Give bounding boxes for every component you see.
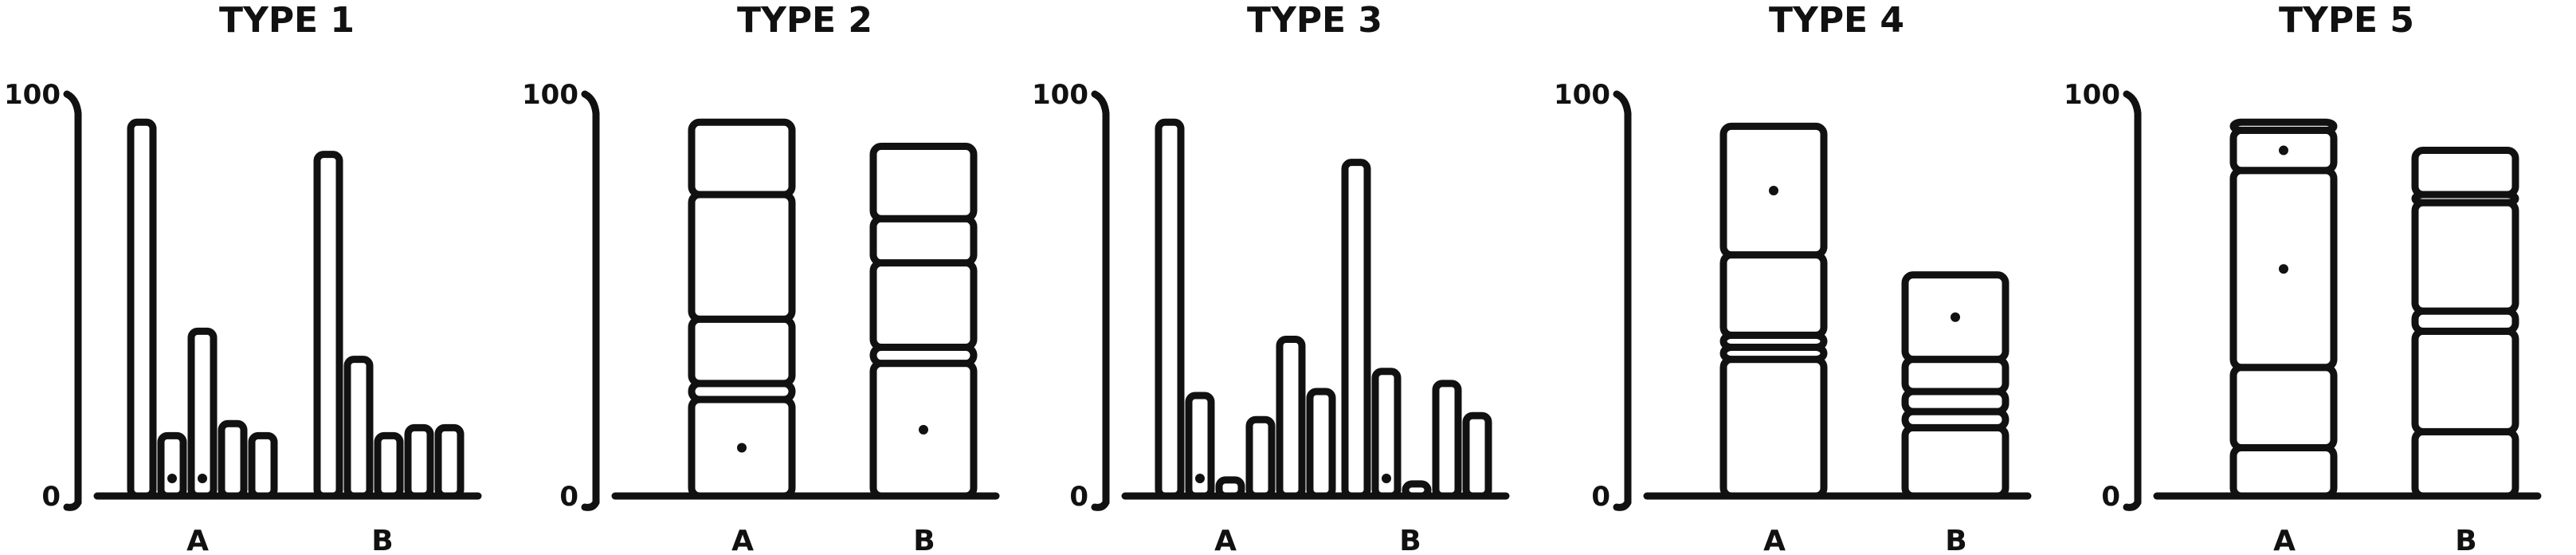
chart-title: TYPE 5 <box>2279 0 2414 41</box>
bar-marker-dot <box>1382 474 1391 483</box>
stack-segment-b-6 <box>2411 147 2519 199</box>
bar-b-5 <box>434 423 465 500</box>
y-tick-label: 0 <box>41 481 61 513</box>
y-axis <box>2123 90 2142 511</box>
y-tick-label: 0 <box>1069 481 1088 513</box>
y-tick-label: 0 <box>1591 481 1610 513</box>
chart-panel-2: TYPE 2 0 100 A B <box>522 0 1000 555</box>
bar-a-1 <box>1155 118 1185 500</box>
y-tick-label: 100 <box>2064 79 2120 111</box>
stack-segment-b-1 <box>2411 427 2519 500</box>
bar-b-5 <box>1462 411 1492 500</box>
stack-segment-b-2 <box>2411 327 2519 435</box>
bar-marker-dot <box>1195 474 1205 483</box>
stack-segment-a-1 <box>2229 444 2338 500</box>
category-label-a: A <box>731 525 754 555</box>
category-label-b: B <box>371 525 393 555</box>
category-label-a: A <box>186 525 209 555</box>
bar-a-6 <box>1306 388 1336 500</box>
chart-panel-5: TYPE 5 0 100 A B <box>2064 0 2542 555</box>
bar-b-3 <box>374 431 404 500</box>
y-tick-label: 100 <box>522 79 578 111</box>
stack-segment-b-4 <box>2411 199 2519 315</box>
stack-segment-a-1 <box>1719 356 1828 500</box>
category-label-b: B <box>913 525 935 555</box>
stack-segment-a-5 <box>688 118 796 199</box>
chart-title: TYPE 2 <box>737 0 872 41</box>
bar-b-4 <box>404 423 434 500</box>
stack-segment-a-2 <box>2229 364 2338 452</box>
chart-panel-3: TYPE 3 0 100 A B <box>1032 0 1510 555</box>
segment-marker-dot <box>737 443 747 453</box>
bar-a-3 <box>187 327 218 500</box>
bar-a-3 <box>1215 476 1245 500</box>
chart-title: TYPE 3 <box>1247 0 1382 41</box>
bar-b-1 <box>1341 159 1371 500</box>
bar-a-2 <box>157 431 187 500</box>
segment-marker-dot <box>2279 145 2288 155</box>
bar-a-5 <box>248 431 278 500</box>
category-label-b: B <box>1399 525 1421 555</box>
bar-b-4 <box>1432 380 1462 500</box>
segment-marker-dot <box>2279 264 2288 274</box>
stack-segment-b-5 <box>869 143 978 222</box>
bar-b-2 <box>343 356 374 500</box>
y-tick-label: 0 <box>559 481 578 513</box>
stack-segment-a-4 <box>688 191 796 323</box>
chart-panel-4: TYPE 4 0 100 A B <box>1554 0 2032 555</box>
segment-marker-dot <box>919 424 928 435</box>
chart-panel-1: TYPE 1 0 100 A B <box>4 0 482 555</box>
category-label-b: B <box>1945 525 1966 555</box>
y-tick-label: 100 <box>1554 79 1610 111</box>
category-label-a: A <box>1214 525 1237 555</box>
stack-segment-a-4 <box>1719 251 1828 339</box>
bar-b-1 <box>313 151 343 500</box>
category-label-b: B <box>2455 525 2476 555</box>
bar-a-4 <box>218 419 248 500</box>
y-tick-label: 100 <box>4 79 61 111</box>
bar-b-3 <box>1402 480 1432 500</box>
bar-a-5 <box>1276 335 1306 500</box>
y-tick-label: 0 <box>2101 481 2120 513</box>
stack-segment-b-4 <box>1901 356 2009 396</box>
bar-a-1 <box>127 118 157 500</box>
y-tick-label: 100 <box>1032 79 1088 111</box>
stack-segment-a-5 <box>2229 118 2338 134</box>
stack-segment-b-4 <box>869 215 978 267</box>
bar-marker-dot <box>167 474 177 483</box>
bar-a-2 <box>1185 392 1215 500</box>
chart-title: TYPE 1 <box>219 0 355 41</box>
segment-marker-dot <box>1769 185 1778 195</box>
segment-marker-dot <box>1951 312 1960 322</box>
bar-marker-dot <box>198 474 207 483</box>
bar-b-2 <box>1371 368 1402 500</box>
stack-segment-a-3 <box>688 315 796 388</box>
y-axis <box>63 90 82 511</box>
y-axis <box>1613 90 1632 511</box>
y-axis <box>581 90 600 511</box>
stack-segment-b-1 <box>1901 423 2009 500</box>
category-label-a: A <box>1763 525 1786 555</box>
bar-a-4 <box>1245 415 1276 500</box>
y-axis <box>1091 90 1110 511</box>
chart-title: TYPE 4 <box>1769 0 1904 41</box>
category-label-a: A <box>2273 525 2296 555</box>
stack-segment-b-3 <box>869 259 978 352</box>
